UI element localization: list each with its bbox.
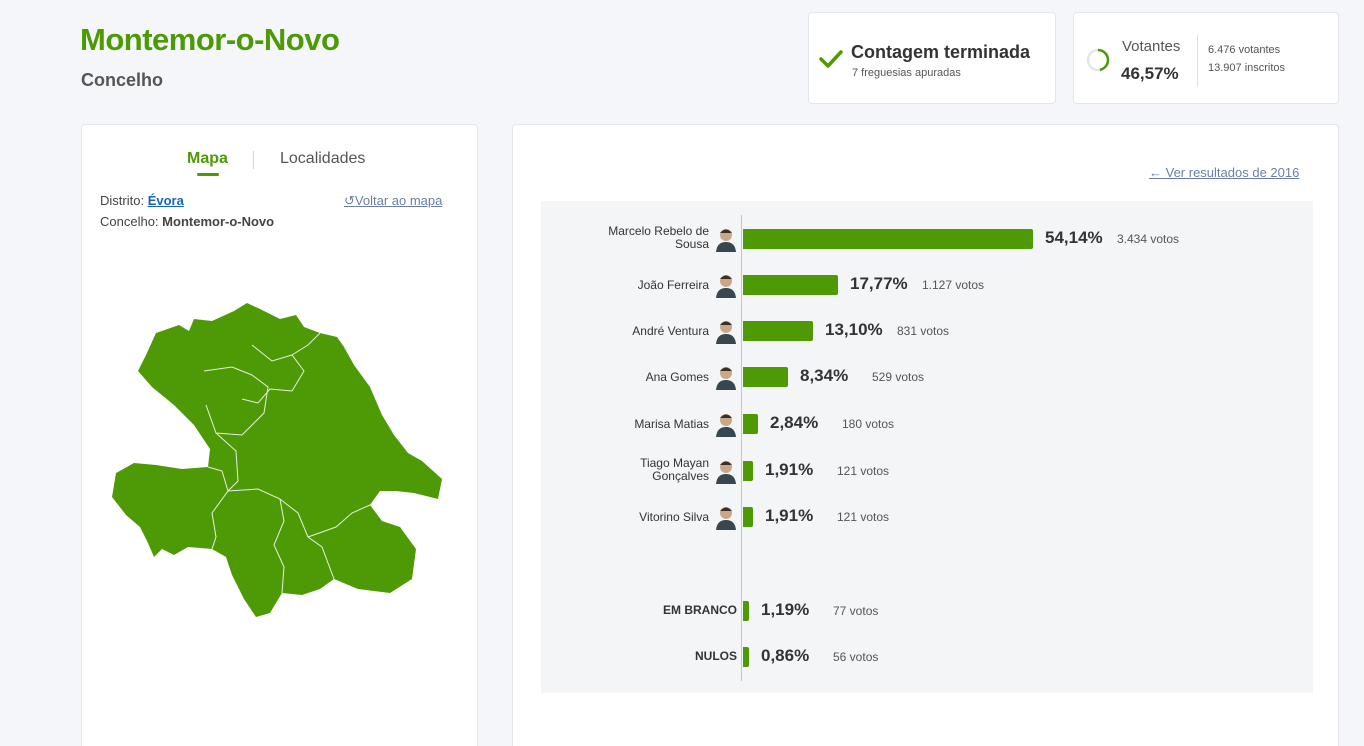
registered-count: 13.907 inscritos [1208, 62, 1286, 74]
candidate-name: Marisa Matias [634, 417, 709, 431]
portrait-icon [716, 275, 736, 298]
portrait-icon [716, 321, 736, 344]
district-link[interactable]: Évora [147, 193, 184, 208]
portrait-icon [716, 461, 736, 484]
result-row[interactable]: Vitorino Silva 1,91% 121 votos [541, 497, 1313, 537]
result-votes: 1.127 votos [922, 278, 985, 292]
result-row[interactable]: Marisa Matias 2,84% 180 votos [541, 404, 1313, 444]
council-label: Concelho: [100, 214, 159, 229]
result-percent: 1,91% [765, 460, 814, 479]
result-row[interactable]: EM BRANCO 1,19% 77 votos [541, 591, 1313, 631]
portrait-icon [716, 507, 736, 530]
tab-divider [253, 151, 254, 169]
candidate-name: Ana Gomes [645, 370, 709, 384]
result-bar [743, 367, 788, 387]
map-region-outline[interactable] [112, 303, 442, 617]
candidate-name: Tiago Mayan Gonçalves [640, 456, 709, 483]
voters-count: 6.476 votantes [1208, 44, 1281, 56]
result-row[interactable]: Tiago Mayan Gonçalves 1,91% 121 votos [541, 451, 1313, 491]
result-percent: 2,84% [770, 413, 819, 432]
parish-borders [203, 332, 371, 594]
candidate-name: João Ferreira [637, 278, 709, 292]
back-to-map-label: Voltar ao mapa [354, 193, 443, 208]
result-percent: 1,91% [765, 506, 814, 525]
district-label: Distrito: [100, 193, 145, 208]
status-title: Contagem terminada [851, 42, 1031, 62]
portrait-icon [716, 229, 736, 252]
undo-icon: ↺ [344, 193, 355, 208]
result-percent: 17,77% [850, 274, 908, 293]
result-row[interactable]: João Ferreira 17,77% 1.127 votos [541, 265, 1313, 305]
municipality-map[interactable] [82, 275, 479, 625]
turnout-card: Votantes 46,57% 6.476 votantes 13.907 in… [1073, 12, 1339, 104]
result-percent: 54,14% [1045, 228, 1103, 247]
result-bar [743, 321, 813, 341]
results-panel: ← Ver resultados de 2016 Marcelo Rebelo … [512, 124, 1339, 746]
back-to-map-link[interactable]: ↺Voltar ao mapa [344, 193, 442, 209]
portrait-icon [716, 367, 736, 390]
chart-axis-line [741, 215, 742, 681]
previous-results-link[interactable]: ← Ver resultados de 2016 [1149, 165, 1299, 180]
result-row[interactable]: André Ventura 13,10% 831 votos [541, 311, 1313, 351]
council-value: Montemor-o-Novo [162, 214, 275, 229]
council-line: Concelho: Montemor-o-Novo [100, 214, 274, 229]
result-votes: 121 votos [837, 464, 890, 478]
tab-localities[interactable]: Localidades [280, 150, 366, 167]
status-subtitle: 7 freguesias apuradas [852, 67, 961, 79]
result-votes: 3.434 votos [1117, 232, 1180, 246]
result-votes: 180 votos [842, 417, 895, 431]
result-bar [743, 414, 758, 434]
page-title: Montemor-o-Novo [80, 22, 340, 57]
result-bar [743, 601, 749, 621]
divider [1197, 35, 1198, 87]
result-row[interactable]: Ana Gomes 8,34% 529 votos [541, 357, 1313, 397]
progress-ring-icon [1086, 48, 1110, 72]
turnout-percent: 46,57% [1121, 64, 1179, 83]
portrait-icon [716, 414, 736, 437]
candidate-name: EM BRANCO [663, 603, 737, 617]
result-votes: 77 votos [833, 604, 879, 618]
district-line: Distrito: Évora [100, 193, 184, 208]
result-bar [743, 275, 838, 295]
result-percent: 13,10% [825, 320, 883, 339]
result-votes: 529 votos [872, 370, 925, 384]
result-votes: 121 votos [837, 510, 890, 524]
result-votes: 831 votos [897, 324, 950, 338]
turnout-label: Votantes [1122, 38, 1181, 55]
result-percent: 0,86% [761, 646, 810, 665]
result-row[interactable]: NULOS 0,86% 56 votos [541, 637, 1313, 677]
tab-map[interactable]: Mapa [187, 150, 228, 167]
result-percent: 8,34% [800, 366, 849, 385]
result-bar [743, 461, 753, 481]
result-row[interactable]: Marcelo Rebelo de Sousa 54,14% 3.434 votos [541, 219, 1313, 259]
arrow-left-icon: ← [1149, 165, 1166, 180]
result-percent: 1,19% [761, 600, 810, 619]
active-tab-indicator [197, 173, 219, 176]
result-bar [743, 229, 1033, 249]
results-chart [541, 201, 1313, 693]
result-bar [743, 647, 749, 667]
result-votes: 56 votos [833, 650, 879, 664]
candidate-name: NULOS [695, 649, 737, 663]
check-icon [819, 50, 843, 68]
candidate-name: Vitorino Silva [639, 510, 709, 524]
result-bar [743, 507, 753, 527]
count-status-card: Contagem terminada 7 freguesias apuradas [808, 12, 1056, 104]
map-panel: Mapa Localidades Distrito: Évora Concelh… [81, 124, 478, 746]
previous-results-label: Ver resultados de 2016 [1165, 165, 1300, 180]
candidate-name: Marcelo Rebelo de Sousa [608, 224, 709, 251]
candidate-name: André Ventura [632, 324, 709, 338]
page-subtitle: Concelho [81, 70, 164, 90]
